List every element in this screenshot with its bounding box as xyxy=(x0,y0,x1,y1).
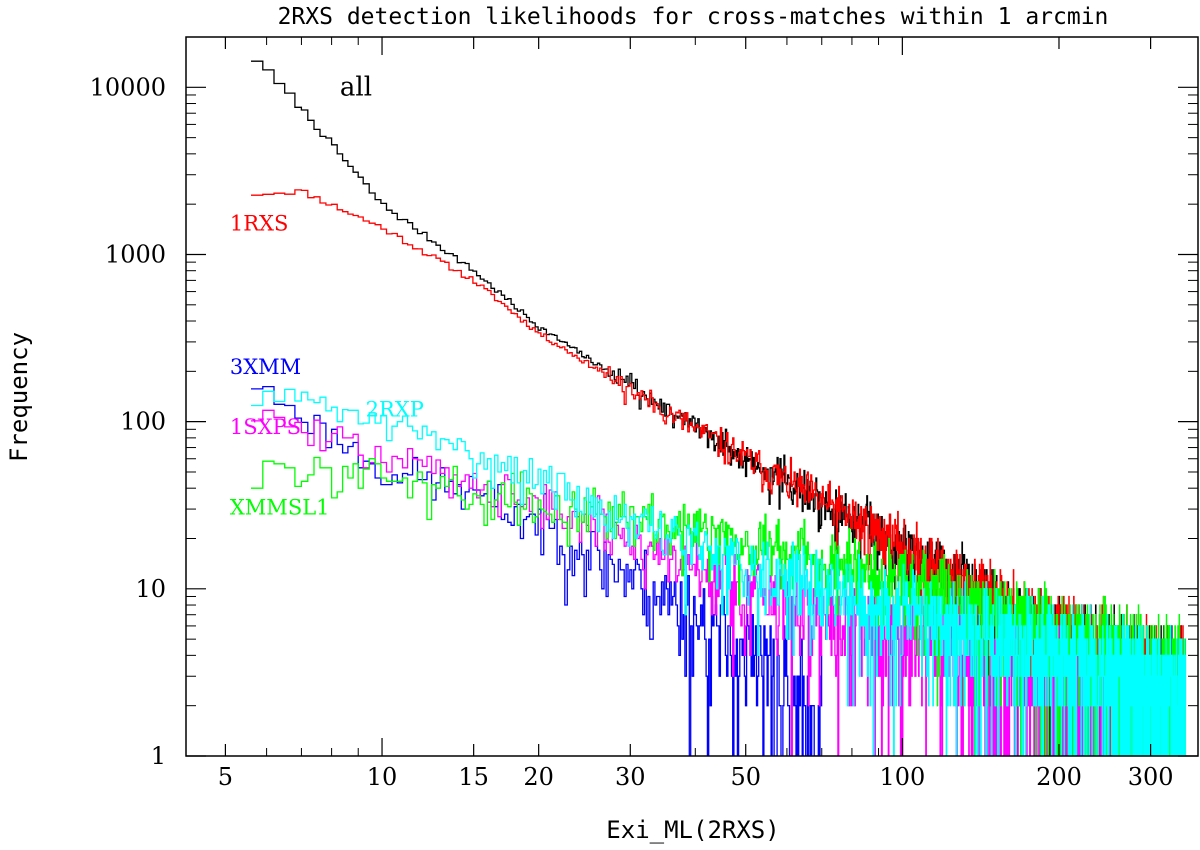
series-xmmsl1-line xyxy=(251,456,1187,756)
series-2rxp-line xyxy=(251,388,1187,756)
series-label-2rxp: 2RXP xyxy=(366,397,424,421)
y-tick-label: 10000 xyxy=(90,73,166,101)
series-label-xmmsl1: XMMSL1 xyxy=(230,496,330,520)
y-axis-label: Frequency xyxy=(5,332,33,462)
x-tick-label: 200 xyxy=(1036,763,1082,791)
series-3xmm-line xyxy=(251,385,823,756)
series-label-1rxs: 1RXS xyxy=(230,212,289,236)
chart-title: 2RXS detection likelihoods for cross-mat… xyxy=(278,4,1109,30)
plot-frame xyxy=(185,36,1199,757)
y-tick-label: 100 xyxy=(120,408,166,436)
plot-area: 5 10 15 20 30 50 100 200 300 1 10 100 1000 10000 all 1… xyxy=(90,36,1199,791)
x-tick-label: 10 xyxy=(367,763,398,791)
series-label-all: all xyxy=(340,72,372,102)
x-tick-label: 30 xyxy=(615,763,646,791)
y-tick-label: 10 xyxy=(135,575,166,603)
x-tick-label: 300 xyxy=(1128,763,1174,791)
annotation-layer: all 1RXS 3XMM 2RXP 1SXPS XMMSL1 xyxy=(230,72,424,519)
x-tick-label: 20 xyxy=(523,763,554,791)
x-tick-label: 15 xyxy=(458,763,489,791)
ticks-layer: 5 10 15 20 30 50 100 200 300 1 10 100 1000 10000 xyxy=(90,36,1198,791)
y-tick-label: 1000 xyxy=(105,240,166,268)
x-tick-label: 50 xyxy=(730,763,761,791)
series-label-3xmm: 3XMM xyxy=(230,355,301,379)
series-label-1sxps: 1SXPS xyxy=(230,415,301,439)
x-tick-label: 100 xyxy=(879,763,925,791)
y-tick-label: 1 xyxy=(151,742,166,770)
series-layer xyxy=(251,60,1187,756)
x-tick-label: 5 xyxy=(218,763,233,791)
x-axis-label: Exi_ML(2RXS) xyxy=(606,816,779,844)
